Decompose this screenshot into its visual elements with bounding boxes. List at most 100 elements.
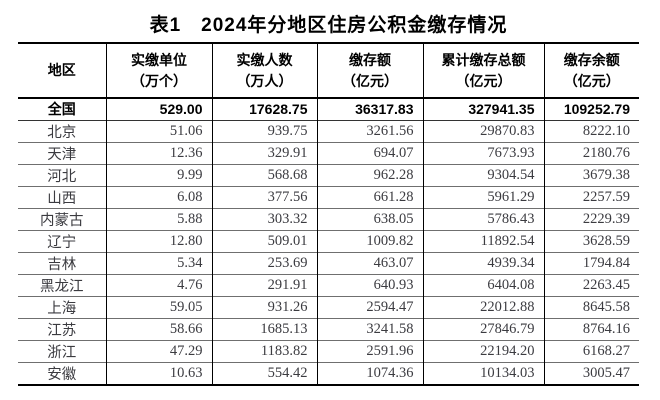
value-cell: 3005.47 [582,364,630,381]
table-row: 江苏 58.66 1685.13 3241.58 27846.79 8764.16 [18,318,639,340]
value-cell: 7673.93 [423,142,545,164]
table-row: 北京 51.06 939.75 3261.56 29870.83 8222.10 [18,120,639,142]
value-cell: 1009.82 [317,230,424,252]
region-cell: 北京 [18,120,107,142]
value-cell: 529.00 [106,98,213,120]
column-header-unit: （万个） [131,72,187,89]
value-cell: 2263.45 [582,276,630,293]
column-header: 缴存余额 （亿元） [544,43,639,98]
region-cell: 上海 [18,296,107,318]
column-header-unit: （亿元） [342,72,398,89]
column-header-label: 地区 [47,62,76,78]
value-cell: 58.66 [106,318,213,340]
value-cell: 640.93 [317,274,424,296]
value-cell: 109252.79 [563,101,630,118]
value-cell: 1183.82 [212,340,318,362]
value-cell: 5961.29 [423,186,545,208]
column-header-label: 缴存额 [349,51,391,68]
value-cell: 27846.79 [423,318,545,340]
column-header: 实缴人数 （万人） [212,43,318,98]
value-cell: 12.36 [106,142,213,164]
region-cell: 河北 [18,164,107,186]
region-cell: 天津 [18,142,107,164]
value-cell: 3261.56 [317,120,424,142]
value-cell: 5.34 [106,252,213,274]
value-cell: 1074.36 [317,362,424,385]
value-cell: 8764.16 [582,320,630,337]
value-cell: 6168.27 [582,342,630,359]
table-row: 全国 529.00 17628.75 36317.83 327941.35 109252.… [18,98,639,120]
value-cell: 11892.54 [423,230,545,252]
region-cell: 江苏 [18,318,107,340]
value-cell: 962.28 [317,164,424,186]
value-cell: 303.32 [212,208,318,230]
header-row: 地区 实缴单位 （万个） 实缴人数 （万人） 缴存额 （亿元） 累计缴存总额 （亿元） 缴存余额 （… [18,43,639,98]
value-cell: 9304.54 [423,164,545,186]
table-row: 上海 59.05 931.26 2594.47 22012.88 8645.58 [18,296,639,318]
column-header-label: 实缴单位 [131,51,187,68]
column-header-label: 累计缴存总额 [441,51,526,68]
column-header-label: 缴存余额 [563,51,620,68]
value-cell: 47.29 [106,340,213,362]
value-cell: 59.05 [106,296,213,318]
value-cell: 253.69 [212,252,318,274]
table-row: 内蒙古 5.88 303.32 638.05 5786.43 2229.39 [18,208,639,230]
region-cell: 内蒙古 [18,208,107,230]
column-header-unit: （亿元） [455,72,512,89]
value-cell: 2594.47 [317,296,424,318]
value-cell: 22012.88 [423,296,545,318]
value-cell: 661.28 [317,186,424,208]
value-cell: 29870.83 [423,120,545,142]
value-cell: 10134.03 [423,362,545,385]
table-row: 天津 12.36 329.91 694.07 7673.93 2180.76 [18,142,639,164]
value-cell: 12.80 [106,230,213,252]
value-cell: 10.63 [106,362,213,385]
value-cell: 931.26 [212,296,318,318]
column-header-unit: （万人） [236,72,293,89]
value-cell: 377.56 [212,186,318,208]
value-cell: 8645.58 [582,298,630,315]
table-row: 河北 9.99 568.68 962.28 9304.54 3679.38 [18,164,639,186]
value-cell: 3241.58 [317,318,424,340]
table-title: 表1 2024年分地区住房公积金缴存情况 [149,15,508,36]
column-header: 累计缴存总额 （亿元） [423,43,545,98]
value-cell: 2229.39 [582,210,630,227]
region-cell: 安徽 [18,362,107,385]
value-cell: 2257.59 [582,188,630,205]
provident-fund-table: 地区 实缴单位 （万个） 实缴人数 （万人） 缴存额 （亿元） 累计缴存总额 （亿元） 缴存余额 （… [18,42,639,386]
column-header: 地区 [18,43,107,98]
table-row: 黑龙江 4.76 291.91 640.93 6404.08 2263.45 [18,274,639,296]
value-cell: 4.76 [106,274,213,296]
table-row: 山西 6.08 377.56 661.28 5961.29 2257.59 [18,186,639,208]
value-cell: 2180.76 [582,144,630,161]
table-row: 安徽 10.63 554.42 1074.36 10134.03 3005.47 [18,362,639,385]
value-cell: 5.88 [106,208,213,230]
column-header-unit: （亿元） [563,72,620,89]
table-row: 辽宁 12.80 509.01 1009.82 11892.54 3628.59 [18,230,639,252]
value-cell: 694.07 [317,142,424,164]
value-cell: 3679.38 [582,166,630,183]
value-cell: 17628.75 [212,98,318,120]
value-cell: 291.91 [212,274,318,296]
value-cell: 509.01 [212,230,318,252]
value-cell: 1685.13 [212,318,318,340]
value-cell: 8222.10 [582,122,630,139]
value-cell: 51.06 [106,120,213,142]
value-cell: 568.68 [212,164,318,186]
column-header: 缴存额 （亿元） [317,43,424,98]
value-cell: 4939.34 [423,252,545,274]
value-cell: 3628.59 [582,232,630,249]
table-body: 全国 529.00 17628.75 36317.83 327941.35 109252.… [18,98,639,385]
value-cell: 1794.84 [582,254,630,271]
region-cell: 辽宁 [18,230,107,252]
value-cell: 327941.35 [423,98,545,120]
table-row: 吉林 5.34 253.69 463.07 4939.34 1794.84 [18,252,639,274]
value-cell: 22194.20 [423,340,545,362]
region-cell: 全国 [18,98,107,120]
value-cell: 329.91 [212,142,318,164]
value-cell: 36317.83 [317,98,424,120]
value-cell: 5786.43 [423,208,545,230]
value-cell: 2591.96 [317,340,424,362]
value-cell: 939.75 [212,120,318,142]
